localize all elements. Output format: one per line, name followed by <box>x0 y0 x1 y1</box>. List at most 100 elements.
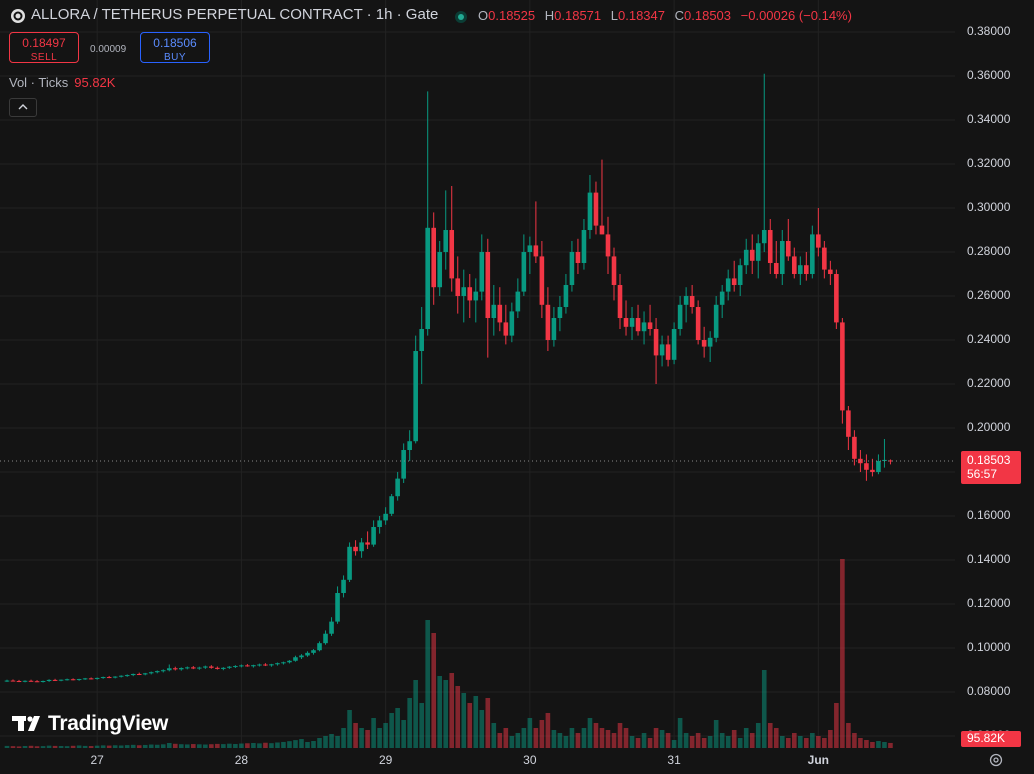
y-tick-label: 0.28000 <box>967 244 1011 258</box>
candle-body <box>371 527 376 545</box>
candle-body <box>791 256 797 275</box>
volume-bar <box>10 746 16 748</box>
volume-bar <box>761 670 767 748</box>
volume-bar <box>671 740 677 748</box>
ohlc-key: H <box>544 8 555 23</box>
volume-bar <box>785 738 791 748</box>
volume-bar <box>515 733 521 748</box>
candle-body <box>449 230 455 279</box>
candle-body <box>816 234 821 248</box>
candle-body <box>160 670 166 672</box>
candle-body <box>665 344 671 360</box>
candle-body <box>82 678 88 680</box>
symbol-title[interactable]: ALLORA / TETHERUS PERPETUAL CONTRACT · 1… <box>31 6 439 23</box>
candle-body <box>689 296 695 308</box>
candle-body <box>389 496 394 514</box>
ohlc-key: L <box>610 8 618 23</box>
volume-bar <box>191 744 196 748</box>
candle-body <box>852 436 857 459</box>
volume-bar <box>419 703 424 748</box>
volume-bar <box>293 740 298 748</box>
last-price-tag <box>961 450 1021 484</box>
candle-body <box>281 662 286 664</box>
candle-body <box>695 307 701 341</box>
volume-bar <box>509 736 515 748</box>
candle-body <box>112 676 118 678</box>
candle-body <box>575 252 581 264</box>
collapse-button[interactable] <box>9 98 37 117</box>
y-tick-label: 0.26000 <box>967 288 1011 302</box>
candle-body <box>233 666 238 668</box>
buy-button[interactable]: 0.18506 BUY <box>140 32 210 63</box>
volume-bar <box>389 713 394 748</box>
candle-body <box>798 265 803 275</box>
candle-body <box>683 296 689 305</box>
candle-body <box>503 322 509 336</box>
volume-bar <box>203 744 208 748</box>
candle-body <box>509 311 515 336</box>
candle-body <box>383 513 388 521</box>
volume-bar <box>275 742 280 748</box>
countdown: 56:57 <box>967 467 997 481</box>
volume-bar <box>870 742 875 748</box>
volume-bar <box>677 718 683 748</box>
volume-bar <box>112 745 118 748</box>
volume-bar <box>864 740 869 748</box>
volume-bar <box>455 686 461 748</box>
candle-body <box>870 469 875 473</box>
volume-bar <box>563 736 569 748</box>
volume-bar <box>743 728 749 748</box>
candle-body <box>323 633 328 644</box>
candle-body <box>257 664 262 666</box>
volume-bar <box>731 730 737 748</box>
volume-bar <box>130 744 136 748</box>
volume-bar <box>852 733 857 748</box>
volume-bar <box>635 738 641 748</box>
volume-bar <box>503 728 509 748</box>
volume-bar <box>166 743 172 748</box>
tv-logo-icon <box>12 716 40 731</box>
y-tick-label: 0.30000 <box>967 200 1011 214</box>
sell-button[interactable]: 0.18497 SELL <box>9 32 79 63</box>
ohlc-value: 0.18503 <box>684 8 732 23</box>
candle-body <box>539 256 545 305</box>
candle-body <box>611 256 617 286</box>
y-tick-label: 0.12000 <box>967 596 1011 610</box>
volume-bar <box>22 746 28 748</box>
ohlc-value: 0.18571 <box>554 8 602 23</box>
volume-bar <box>82 745 88 748</box>
volume-bar <box>371 718 376 748</box>
volume-bar <box>641 733 647 748</box>
volume-bar <box>142 744 148 748</box>
candle-body <box>251 665 256 667</box>
volume-tag <box>961 731 1021 747</box>
candle-body <box>888 460 893 462</box>
volume-bar <box>239 743 244 748</box>
ohlc-value: 0.18525 <box>488 8 536 23</box>
market-status <box>455 11 467 23</box>
volume-bar <box>413 680 418 748</box>
volume-bar <box>689 736 695 748</box>
candle-body <box>876 461 881 473</box>
volume-bar <box>497 733 503 748</box>
volume-bar <box>773 728 779 748</box>
volume-bar <box>136 745 142 748</box>
candle-body <box>767 230 773 264</box>
candle-body <box>263 664 268 666</box>
ohlc-key: C <box>674 8 685 23</box>
candle-body <box>677 304 683 330</box>
volume-bar <box>88 746 94 748</box>
candle-body <box>178 668 184 670</box>
volume-bar <box>94 745 100 748</box>
volume-bar <box>569 728 575 748</box>
volume-layer <box>4 559 893 748</box>
candle-body <box>88 678 94 680</box>
x-tick-label: 28 <box>235 753 249 767</box>
settings-icon[interactable] <box>989 753 1003 767</box>
candle-body <box>46 679 52 682</box>
candle-body <box>335 593 340 622</box>
ohlc-key: O <box>478 8 489 23</box>
volume-bar <box>707 736 713 748</box>
volume-bar <box>365 730 370 748</box>
candle-body <box>275 663 280 665</box>
